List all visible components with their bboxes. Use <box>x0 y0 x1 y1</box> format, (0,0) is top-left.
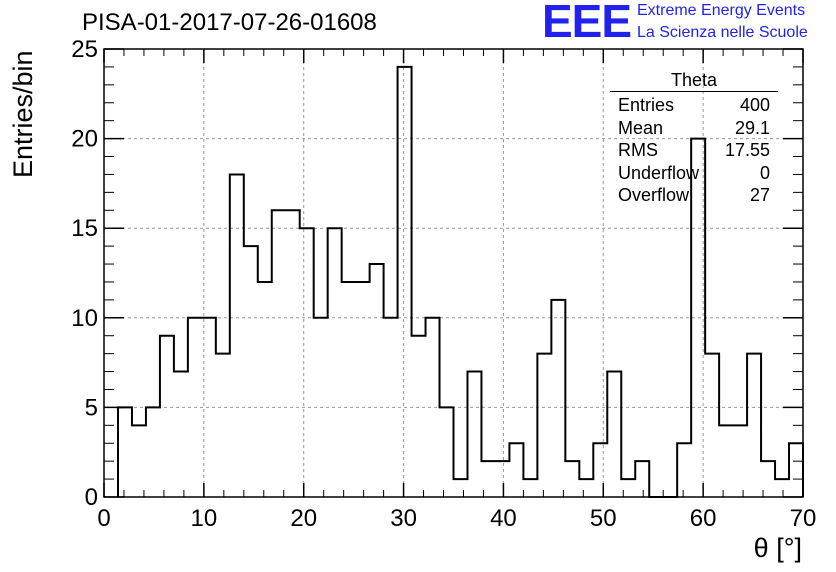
histogram-bin <box>328 228 342 497</box>
histogram-bin <box>272 210 286 497</box>
x-tick-label: 70 <box>790 505 817 532</box>
stats-value: 29.1 <box>734 117 770 138</box>
histogram-bin <box>132 425 146 497</box>
brand-block: EEE Extreme Energy Events La Scienza nel… <box>542 0 832 47</box>
histogram-bin <box>314 318 328 497</box>
histogram-bin <box>286 210 300 497</box>
x-tick-label: 10 <box>191 505 218 532</box>
stats-box: Theta Entries 400 Mean 29.1 RMS 17.55 Un… <box>610 70 778 207</box>
histogram-bin <box>202 318 216 497</box>
histogram-bin <box>230 174 244 497</box>
tick-labels: 0 10 20 30 40 50 60 70 0 5 10 15 20 25 <box>71 36 816 532</box>
y-tick-label: 10 <box>71 305 98 332</box>
histogram-bin <box>775 479 789 497</box>
histogram-bin <box>384 318 398 497</box>
histogram-bin <box>398 67 412 497</box>
brand-logo: EEE <box>542 0 632 47</box>
stats-value: 27 <box>749 185 770 205</box>
y-axis-label-text: Entries/bin <box>8 50 38 178</box>
histogram-series <box>116 65 804 498</box>
stats-value: 0 <box>759 162 770 183</box>
stats-title: Theta <box>610 70 778 92</box>
x-tick-label: 40 <box>490 505 517 532</box>
histogram-bin <box>216 354 230 497</box>
stats-label: Overflow <box>618 185 690 205</box>
histogram-bin <box>635 461 649 497</box>
histogram-bin <box>495 461 509 497</box>
y-axis-label: Entries/bin <box>8 50 39 178</box>
x-tick-label: 60 <box>690 505 717 532</box>
histogram-bin <box>789 443 803 497</box>
histogram-bin <box>509 443 523 497</box>
axis-ticks <box>103 48 804 498</box>
histogram-bin <box>426 318 440 497</box>
stats-row-mean: Mean 29.1 <box>610 117 778 140</box>
histogram-bin <box>412 336 426 497</box>
plot-frame-rect <box>103 48 804 498</box>
x-tick-label: 20 <box>290 505 317 532</box>
histogram-bin <box>174 372 188 497</box>
histogram-bin <box>118 407 132 497</box>
histogram-outline <box>116 65 804 498</box>
histogram-bin <box>160 336 174 497</box>
histogram-bin <box>719 425 733 497</box>
histogram-bin <box>537 354 551 497</box>
histogram-bin <box>356 282 370 497</box>
x-tick-label: 0 <box>97 505 110 532</box>
histogram-bin <box>342 282 356 497</box>
histogram-bin <box>579 479 593 497</box>
histogram-bin <box>565 461 579 497</box>
histogram-bin <box>551 300 565 497</box>
histogram-bin <box>258 282 272 497</box>
histogram-bin <box>146 407 160 497</box>
histogram-bin <box>523 479 537 497</box>
histogram-bin <box>747 354 761 497</box>
y-tick-label: 25 <box>71 36 98 63</box>
stats-label: Entries <box>618 95 675 115</box>
stats-label: RMS <box>618 140 658 160</box>
x-tick-label: 50 <box>590 505 617 532</box>
histogram-bin <box>454 479 468 497</box>
y-tick-label: 15 <box>71 215 98 242</box>
histogram-bin <box>705 354 719 497</box>
histogram-bin <box>593 443 607 497</box>
stats-value: 400 <box>739 95 770 115</box>
histogram-bin <box>188 318 202 497</box>
histogram-bin <box>300 228 314 497</box>
stats-label: Mean <box>618 117 664 138</box>
stats-row-entries: Entries 400 <box>610 94 778 117</box>
histogram-bin <box>733 425 747 497</box>
y-tick-label: 5 <box>85 394 98 421</box>
stats-row-underflow: Underflow 0 <box>610 162 778 185</box>
y-tick-label: 20 <box>71 126 98 153</box>
stats-row-rms: RMS 17.55 <box>610 139 778 162</box>
stats-value: 17.55 <box>724 140 770 160</box>
plot-frame <box>103 48 804 498</box>
histogram-bin <box>607 372 621 497</box>
x-tick-label: 30 <box>390 505 417 532</box>
stats-row-overflow: Overflow 27 <box>610 184 778 207</box>
chart-title: PISA-01-2017-07-26-01608 <box>82 9 377 36</box>
histogram-bin <box>677 443 691 497</box>
stats-label: Underflow <box>618 162 700 183</box>
histogram-bin <box>244 246 258 497</box>
histogram-bin <box>370 264 384 497</box>
y-tick-label: 0 <box>85 484 98 511</box>
histogram-bin <box>467 372 481 497</box>
x-axis-label: θ [°] <box>753 533 802 563</box>
grid-lines <box>104 49 803 497</box>
brand-line-2: La Scienza nelle Scuole <box>637 24 808 41</box>
histogram-bin <box>440 407 454 497</box>
brand-line-1: Extreme Energy Events <box>637 2 806 19</box>
